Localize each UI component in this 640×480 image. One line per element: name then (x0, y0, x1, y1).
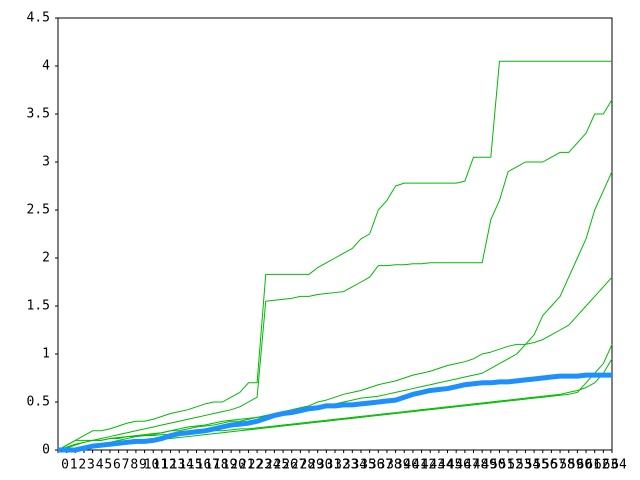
x-tick-label: 6 (113, 458, 121, 473)
x-tick-label: 15 (187, 458, 203, 473)
x-tick-label: 19 (222, 458, 238, 473)
x-tick-label: 47 (464, 458, 480, 473)
series-line (58, 372, 612, 453)
x-tick-label: 8 (130, 458, 138, 473)
x-tick-label: 63 (603, 458, 619, 473)
x-tick-label: 39 (395, 458, 411, 473)
x-tick-label: 37 (377, 458, 393, 473)
x-tick-label: 25 (274, 458, 290, 473)
series-line (57, 276, 613, 451)
y-tick-label: 3.5 (27, 107, 50, 122)
x-tick-label: 56 (542, 458, 558, 473)
x-tick-label: 1 (70, 458, 78, 473)
series-line (57, 60, 612, 451)
x-tick-label: 33 (343, 458, 359, 473)
x-tick-label: 51 (499, 458, 515, 473)
plot-frame (57, 17, 613, 451)
x-tick-label: 26 (282, 458, 298, 473)
x-tick-label: 28 (300, 458, 316, 473)
x-tick-label: 4 (96, 458, 104, 473)
x-tick-label: 60 (577, 458, 593, 473)
x-tick-label: 14 (178, 458, 194, 473)
x-tick-label: 34 (351, 458, 367, 473)
x-tick-label: 50 (490, 458, 506, 473)
x-tick-label: 24 (265, 458, 281, 473)
y-tick-label: 4.5 (27, 11, 50, 26)
x-tick-label: 58 (559, 458, 575, 473)
x-tick-label: 27 (291, 458, 307, 473)
x-tick-label: 16 (196, 458, 212, 473)
x-tick-label: 13 (170, 458, 186, 473)
x-tick-label: 17 (204, 458, 220, 473)
x-tick-label: 30 (317, 458, 333, 473)
x-tick-label: 32 (334, 458, 350, 473)
y-tick-label: 0 (42, 443, 50, 458)
x-tick-label: 46 (455, 458, 471, 473)
series-line (57, 99, 613, 451)
x-tick-label: 59 (568, 458, 584, 473)
x-tick-label: 41 (412, 458, 428, 473)
x-tick-label: 0 (61, 458, 69, 473)
x-tick-label: 57 (551, 458, 567, 473)
x-tick-label: 3 (87, 458, 95, 473)
x-tick-label: 45 (447, 458, 463, 473)
x-tick-label: 23 (256, 458, 272, 473)
x-tick-label: 53 (516, 458, 532, 473)
x-tick-label: 2 (78, 458, 86, 473)
y-tick-label: 4 (42, 59, 50, 74)
x-tick-label: 49 (481, 458, 497, 473)
x-tick-label: 52 (507, 458, 523, 473)
x-tick-label: 64 (611, 458, 627, 473)
series-line (57, 358, 613, 451)
x-tick-label: 7 (122, 458, 130, 473)
x-tick-label: 35 (360, 458, 376, 473)
x-tick-label: 54 (525, 458, 541, 473)
x-tick-label: 62 (594, 458, 610, 473)
x-tick-label: 21 (239, 458, 255, 473)
x-tick-label: 10 (144, 458, 160, 473)
y-tick-label: 3 (42, 155, 50, 170)
y-tick-label: 0.5 (27, 395, 50, 410)
x-tick-label: 11 (152, 458, 168, 473)
y-tick-label: 2.5 (27, 203, 50, 218)
x-tick-label: 29 (308, 458, 324, 473)
x-tick-label: 48 (473, 458, 489, 473)
x-tick-label: 42 (421, 458, 437, 473)
y-tick-label: 1.5 (27, 299, 50, 314)
x-tick-label: 5 (104, 458, 112, 473)
x-tick-label: 36 (369, 458, 385, 473)
x-tick-label: 61 (585, 458, 601, 473)
x-tick-label: 22 (248, 458, 264, 473)
x-tick-label: 38 (386, 458, 402, 473)
x-tick-label: 44 (438, 458, 454, 473)
x-tick-label: 40 (403, 458, 419, 473)
y-tick-label: 2 (42, 251, 50, 266)
y-tick-label: 1 (42, 347, 50, 362)
x-tick-label: 43 (429, 458, 445, 473)
x-tick-label: 55 (533, 458, 549, 473)
x-tick-label: 20 (230, 458, 246, 473)
x-tick-label: 31 (326, 458, 342, 473)
x-tick-label: 12 (161, 458, 177, 473)
x-tick-label: 18 (213, 458, 229, 473)
x-tick-label: 9 (139, 458, 147, 473)
